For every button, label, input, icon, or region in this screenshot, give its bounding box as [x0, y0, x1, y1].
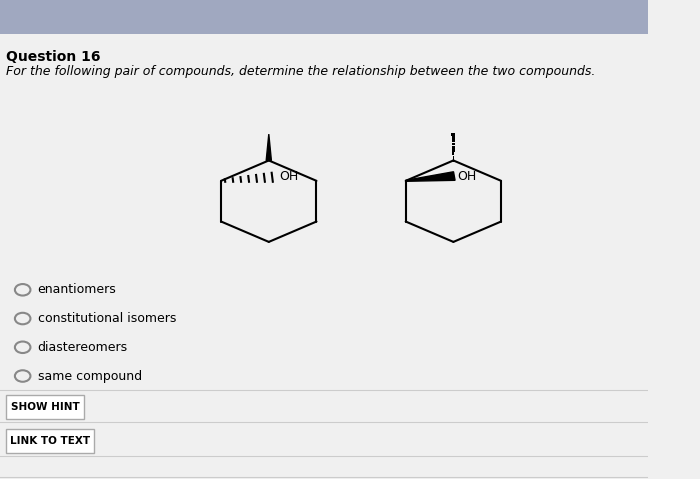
FancyBboxPatch shape — [452, 149, 454, 152]
Text: SHOW HINT: SHOW HINT — [11, 402, 80, 412]
Text: same compound: same compound — [38, 369, 141, 383]
Polygon shape — [405, 172, 455, 181]
FancyBboxPatch shape — [452, 133, 455, 136]
FancyBboxPatch shape — [0, 0, 648, 34]
Text: For the following pair of compounds, determine the relationship between the two : For the following pair of compounds, det… — [6, 65, 596, 78]
FancyBboxPatch shape — [6, 395, 84, 419]
FancyBboxPatch shape — [452, 146, 455, 149]
FancyBboxPatch shape — [453, 159, 454, 162]
FancyBboxPatch shape — [452, 143, 455, 146]
FancyBboxPatch shape — [453, 156, 454, 159]
FancyBboxPatch shape — [452, 152, 454, 155]
FancyBboxPatch shape — [452, 136, 455, 139]
Polygon shape — [266, 134, 272, 160]
FancyBboxPatch shape — [452, 139, 455, 142]
Text: diastereomers: diastereomers — [38, 341, 127, 354]
Text: LINK TO TEXT: LINK TO TEXT — [10, 436, 90, 445]
Text: enantiomers: enantiomers — [38, 283, 116, 297]
Text: constitutional isomers: constitutional isomers — [38, 312, 176, 325]
FancyBboxPatch shape — [6, 429, 94, 453]
Text: OH: OH — [279, 171, 299, 183]
Text: Question 16: Question 16 — [6, 50, 101, 64]
Text: OH: OH — [458, 170, 477, 182]
